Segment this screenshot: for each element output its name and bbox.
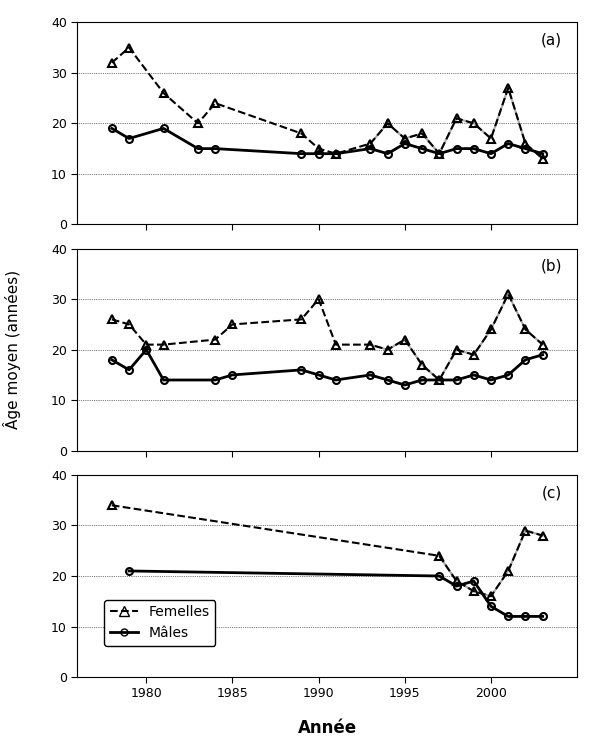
Text: Âge moyen (années): Âge moyen (années): [3, 270, 21, 429]
Text: (a): (a): [541, 33, 562, 48]
Text: (c): (c): [542, 485, 562, 500]
Text: Année: Année: [298, 719, 357, 737]
Text: (b): (b): [541, 259, 562, 274]
Legend: Femelles, Mâles: Femelles, Mâles: [104, 600, 215, 646]
